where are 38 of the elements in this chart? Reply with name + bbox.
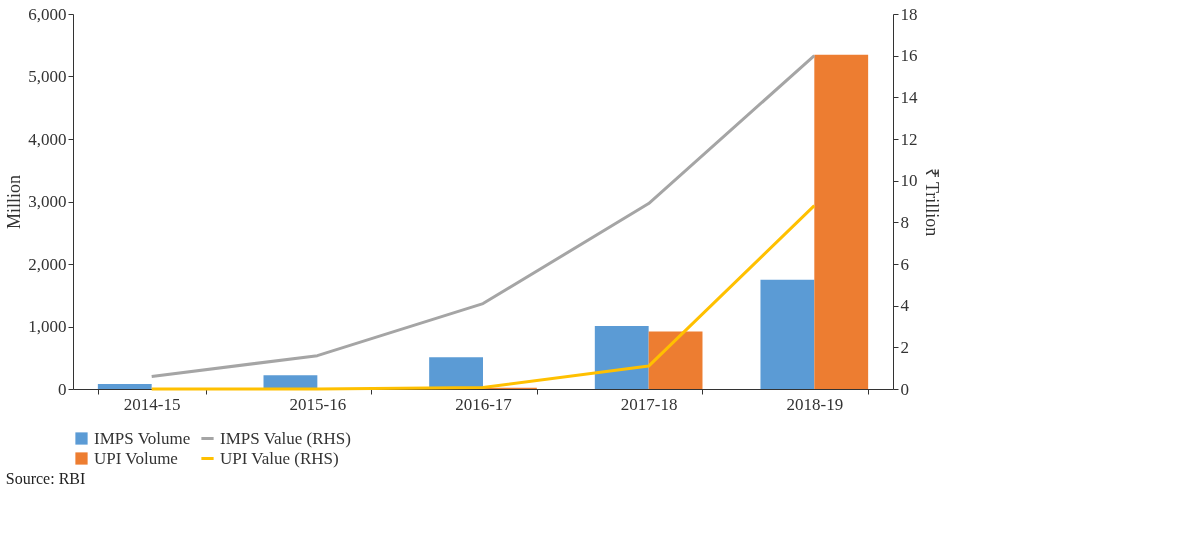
- x-tick-label: 2018-19: [786, 394, 844, 414]
- y-tick-label: 1,000: [28, 317, 67, 336]
- y-tick-label: 2,000: [28, 254, 67, 274]
- y2-tick-label: 14: [900, 87, 918, 107]
- y2-tick-label: 10: [900, 171, 918, 191]
- legend-label: UPI Value (RHS): [220, 448, 339, 468]
- x-tick-label: 2014-15: [123, 394, 181, 414]
- y-tick-label: 6,000: [28, 4, 67, 24]
- y-tick-label: 3,000: [28, 192, 67, 211]
- y-axis-title: Million: [4, 174, 25, 230]
- line-series: [150, 54, 816, 378]
- x-tick-label: 2015-16: [289, 394, 347, 414]
- y2-tick-label: 16: [900, 46, 918, 66]
- bar: [760, 279, 815, 389]
- y2-tick-label: 8: [900, 212, 909, 232]
- y2-tick-label: 6: [900, 254, 909, 274]
- y2-tick-label: 4: [900, 296, 910, 316]
- y2-tick-label: 12: [900, 129, 918, 149]
- bar: [97, 384, 152, 389]
- bar: [814, 54, 869, 389]
- source-note: Source: RBI: [5, 470, 86, 487]
- y2-tick-label: 18: [900, 4, 918, 24]
- bar: [429, 357, 483, 389]
- y2-tick-label: 2: [900, 337, 909, 357]
- y-tick-label: 5,000: [28, 67, 67, 86]
- y2-axis-title: ₹ Trillion: [921, 167, 942, 237]
- y-tick-label: 0: [58, 379, 67, 399]
- legend-label: UPI Volume: [94, 448, 178, 468]
- legend-label: IMPS Volume: [94, 428, 191, 448]
- bar: [263, 375, 318, 389]
- bar: [594, 325, 649, 389]
- bar: [648, 331, 703, 389]
- x-tick-label: 2017-18: [620, 394, 678, 414]
- line-series: [150, 204, 816, 391]
- y2-tick-label: 0: [900, 379, 909, 399]
- x-tick-label: 2016-17: [455, 394, 513, 414]
- legend-label: IMPS Value (RHS): [220, 428, 351, 448]
- y-tick-label: 4,000: [28, 129, 67, 149]
